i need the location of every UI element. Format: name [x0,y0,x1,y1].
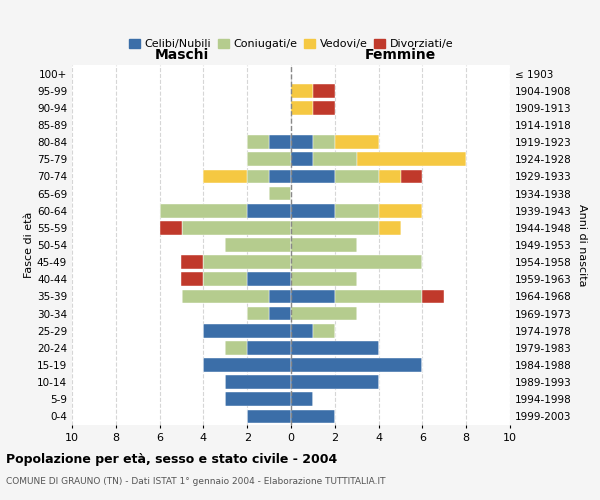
Bar [203,272,247,286]
Bar [313,84,335,98]
Bar [291,306,356,320]
Bar [203,324,291,338]
Bar [247,341,291,354]
Bar [269,290,291,304]
Bar [247,204,291,218]
Bar [203,358,291,372]
Bar [335,290,422,304]
Bar [356,152,466,166]
Bar [401,170,422,183]
Bar [313,101,335,114]
Bar [291,136,313,149]
Bar [247,152,291,166]
Bar [313,324,335,338]
Bar [291,101,313,114]
Bar [226,238,291,252]
Bar [291,204,335,218]
Bar [182,290,269,304]
Bar [181,256,203,269]
Bar [291,341,379,354]
Bar [291,84,313,98]
Bar [291,392,313,406]
Bar [335,170,379,183]
Bar [291,152,313,166]
Y-axis label: Fasce di età: Fasce di età [24,212,34,278]
Bar [379,204,422,218]
Bar [291,376,379,389]
Bar [247,170,269,183]
Bar [203,256,291,269]
Bar [379,221,401,234]
Bar [313,152,356,166]
Y-axis label: Anni di nascita: Anni di nascita [577,204,587,286]
Text: COMUNE DI GRAUNO (TN) - Dati ISTAT 1° gennaio 2004 - Elaborazione TUTTITALIA.IT: COMUNE DI GRAUNO (TN) - Dati ISTAT 1° ge… [6,478,386,486]
Bar [291,410,335,424]
Bar [247,272,291,286]
Bar [247,136,269,149]
Bar [203,170,247,183]
Bar [182,221,291,234]
Bar [291,170,335,183]
Text: Maschi: Maschi [154,48,209,62]
Text: Popolazione per età, sesso e stato civile - 2004: Popolazione per età, sesso e stato civil… [6,452,337,466]
Bar [379,170,401,183]
Bar [269,136,291,149]
Bar [226,341,247,354]
Bar [335,136,379,149]
Bar [422,290,444,304]
Bar [269,186,291,200]
Bar [291,272,356,286]
Bar [291,290,335,304]
Bar [181,272,203,286]
Legend: Celibi/Nubili, Coniugati/e, Vedovi/e, Divorziati/e: Celibi/Nubili, Coniugati/e, Vedovi/e, Di… [124,34,458,54]
Bar [160,221,182,234]
Bar [313,136,335,149]
Bar [160,204,247,218]
Bar [269,306,291,320]
Bar [291,256,422,269]
Bar [226,392,291,406]
Bar [291,238,356,252]
Bar [291,221,379,234]
Bar [291,324,313,338]
Bar [226,376,291,389]
Bar [247,410,291,424]
Bar [291,358,422,372]
Text: Femmine: Femmine [365,48,436,62]
Bar [269,170,291,183]
Bar [247,306,269,320]
Bar [335,204,379,218]
